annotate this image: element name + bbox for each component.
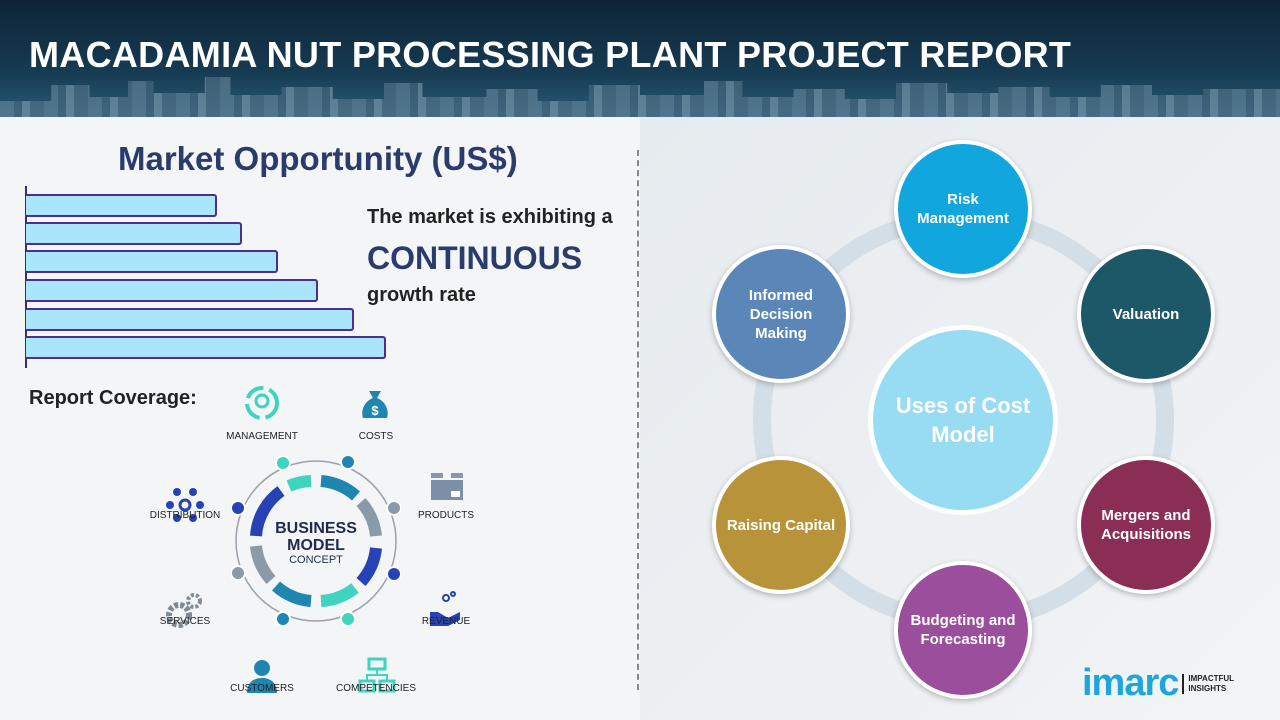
tagline-2: INSIGHTS xyxy=(1188,683,1227,693)
coverage-competencies: COMPETENCIES xyxy=(335,683,416,694)
imarc-logo: imarc IMPACTFUL INSIGHTS xyxy=(1082,662,1234,705)
person-icon xyxy=(242,657,282,697)
hand-coins-icon xyxy=(426,590,466,630)
coverage-revenue: REVENUE xyxy=(421,616,471,627)
page-title: MACADAMIA NUT PROCESSING PLANT PROJECT R… xyxy=(29,34,1072,75)
market-text-continuous: CONTINUOUS xyxy=(367,240,583,276)
gears-icon xyxy=(164,590,204,630)
bar-axis xyxy=(25,186,27,368)
market-bar xyxy=(26,279,318,302)
market-bar xyxy=(26,222,242,245)
money-bag-icon: $ xyxy=(355,385,395,425)
business-model-title: BUSINESS MODEL xyxy=(275,520,357,554)
market-bar xyxy=(26,194,217,217)
business-model-center: BUSINESS MODEL CONCEPT xyxy=(256,520,376,566)
coverage-costs: COSTS xyxy=(358,431,394,442)
market-opportunity-title: Market Opportunity (US$) xyxy=(118,140,518,177)
city-skyline xyxy=(0,77,1280,117)
uses-node: Informed Decision Making xyxy=(712,245,850,383)
uses-node: Budgeting and Forecasting xyxy=(894,561,1032,699)
uses-center: Uses of Cost Model xyxy=(868,325,1058,515)
divider xyxy=(637,150,639,690)
uses-node: Raising Capital xyxy=(712,456,850,594)
svg-text:$: $ xyxy=(371,403,379,418)
market-text-1: The market is exhibiting a xyxy=(367,206,613,228)
business-model-subtitle: CONCEPT xyxy=(289,554,343,566)
hierarchy-icon xyxy=(357,656,397,696)
management-icon xyxy=(242,383,282,423)
market-bar xyxy=(26,308,354,331)
report-coverage-title: Report Coverage: xyxy=(29,387,197,409)
uses-node: Risk Management xyxy=(894,140,1032,278)
network-icon xyxy=(165,485,205,525)
market-bar xyxy=(26,336,386,359)
uses-node: Mergers and Acquisitions xyxy=(1077,456,1215,594)
coverage-products: PRODUCTS xyxy=(417,510,475,521)
logo-tagline: IMPACTFUL INSIGHTS xyxy=(1182,673,1235,694)
market-bar xyxy=(26,250,278,273)
coverage-distribution: DISTRIBUTION xyxy=(149,510,221,521)
logo-name: imarc xyxy=(1082,662,1179,704)
uses-node: Valuation xyxy=(1077,245,1215,383)
coverage-services: SERVICES xyxy=(159,616,211,627)
header-banner: MACADAMIA NUT PROCESSING PLANT PROJECT R… xyxy=(0,0,1280,117)
business-model-wheel xyxy=(231,456,401,626)
box-icon xyxy=(427,467,467,507)
market-text-3: growth rate xyxy=(367,284,476,306)
left-panel xyxy=(0,117,640,720)
coverage-management: MANAGEMENT xyxy=(226,431,298,442)
tagline-1: IMPACTFUL xyxy=(1188,673,1235,683)
coverage-customers: CUSTOMERS xyxy=(230,683,294,694)
